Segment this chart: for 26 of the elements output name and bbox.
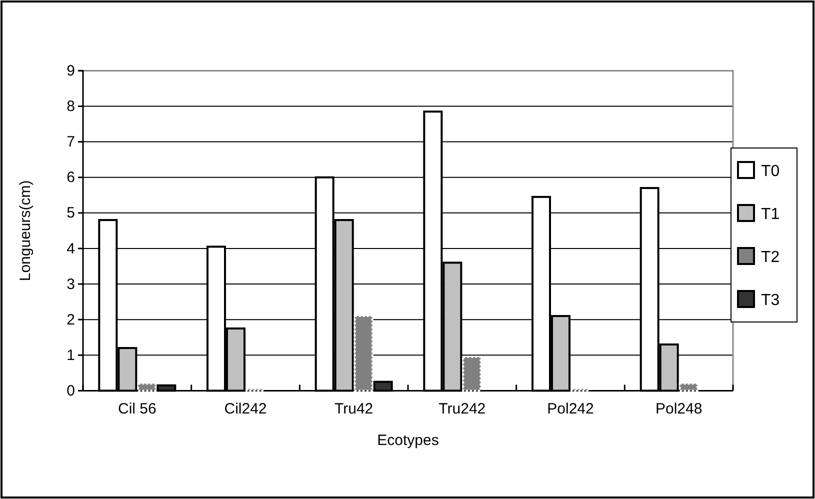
- y-tick-label: 9: [66, 62, 75, 80]
- y-tick-label: 5: [66, 204, 75, 222]
- y-axis-title: Longueurs(cm): [17, 180, 34, 282]
- x-tick-label: Pol242: [547, 400, 594, 418]
- y-tick-label: 1: [66, 346, 75, 364]
- bar: [462, 356, 482, 392]
- x-tick-label: Cil242: [224, 400, 267, 418]
- x-tick-label: Cil 56: [118, 400, 156, 418]
- bar: [137, 382, 157, 392]
- y-tick-label: 0: [66, 382, 75, 400]
- y-tick-label: 2: [66, 311, 75, 328]
- legend-label: T1: [761, 206, 780, 223]
- y-tick-label: 4: [66, 240, 75, 258]
- bar: [678, 382, 698, 392]
- x-tick-label: Pol248: [655, 400, 702, 418]
- bar: [354, 315, 374, 392]
- y-tick-label: 8: [66, 98, 75, 116]
- legend-label: T2: [761, 249, 780, 266]
- x-axis-title: Ecotypes: [377, 432, 439, 449]
- x-tick-label: Tru42: [334, 400, 374, 418]
- legend-label: T0: [761, 163, 780, 180]
- legend-label: T3: [761, 292, 780, 309]
- y-tick-label: 6: [66, 169, 75, 186]
- y-tick-label: 7: [66, 134, 75, 151]
- x-tick-label: Tru242: [438, 400, 486, 418]
- y-tick-label: 3: [66, 276, 75, 293]
